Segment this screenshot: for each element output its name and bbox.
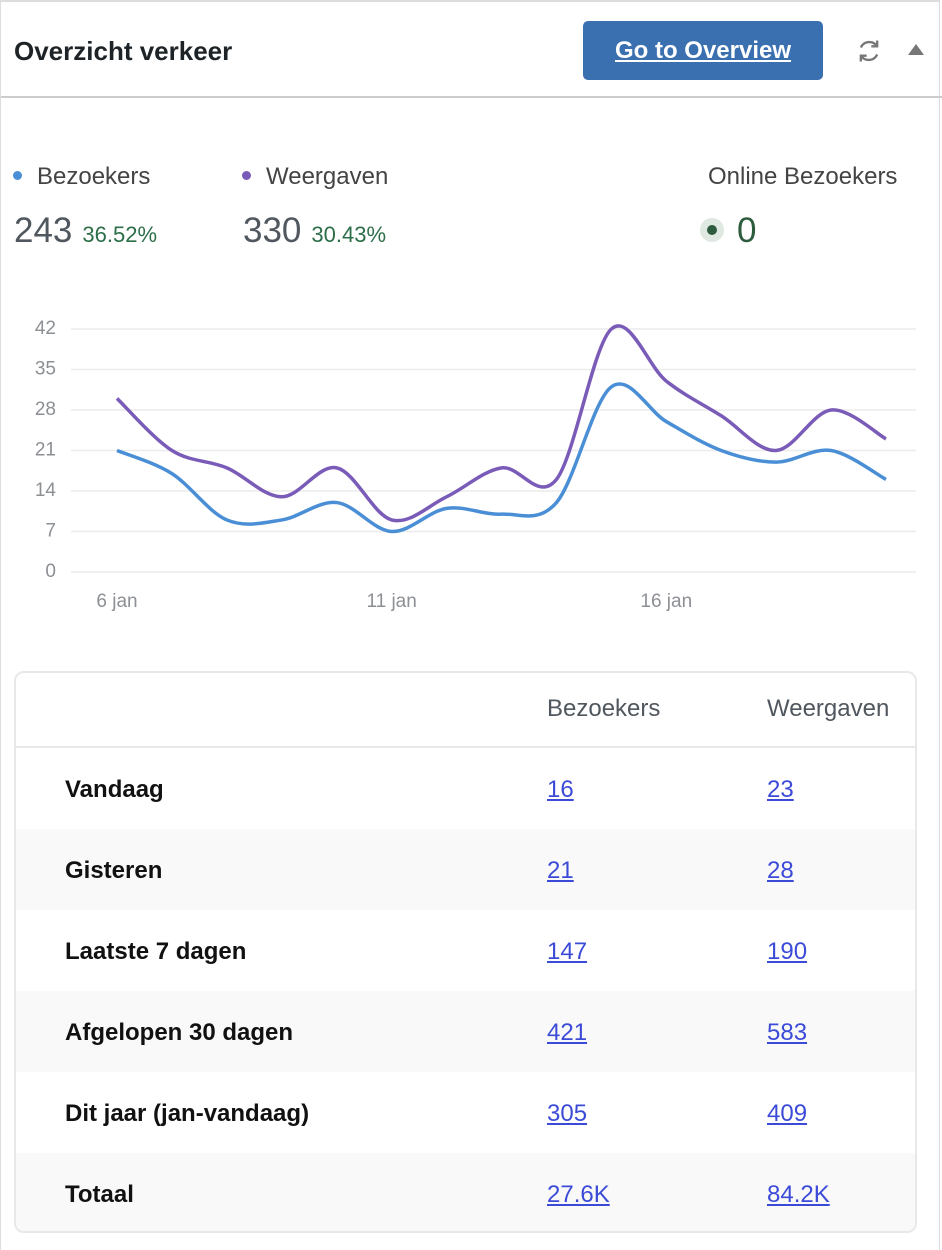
- column-header: Bezoekers: [547, 695, 661, 722]
- column-header: Weergaven: [767, 695, 890, 722]
- total: 330 30.43%: [243, 211, 386, 251]
- row-label: Afgelopen 30 dagen: [65, 1019, 294, 1046]
- legend-label: Weergaven: [266, 163, 389, 190]
- table-row: Dit jaar (jan-vandaag) 305 409: [16, 1072, 915, 1153]
- total-value: 330: [243, 211, 302, 250]
- stat-link[interactable]: 28: [767, 857, 794, 884]
- widget-title: Overzicht verkeer: [14, 36, 233, 66]
- change: 36.52%: [82, 222, 158, 247]
- widget-header: Overzicht verkeer Go to Overview: [1, 2, 942, 98]
- stat-link[interactable]: 190: [767, 938, 808, 965]
- y-tick-label: 28: [35, 399, 56, 420]
- collapse-icon[interactable]: [907, 42, 925, 56]
- legend-dot: [242, 171, 251, 181]
- row-label: Gisteren: [65, 857, 163, 884]
- refresh-icon[interactable]: [855, 37, 883, 65]
- series-line: [116, 382, 887, 534]
- total-value: 243: [14, 211, 73, 250]
- stat-link[interactable]: 84.2K: [767, 1181, 830, 1208]
- table-row: Afgelopen 30 dagen 421 583: [16, 991, 915, 1072]
- online-label: Online Bezoekers: [708, 163, 898, 190]
- table-row: Vandaag 16 23: [16, 748, 915, 829]
- stat-link[interactable]: 16: [547, 776, 574, 803]
- online-value: 0: [737, 211, 757, 250]
- overview-button[interactable]: Go to Overview: [583, 21, 823, 80]
- stat-link[interactable]: 147: [547, 938, 588, 965]
- table-row: Laatste 7 dagen 147 190: [16, 910, 915, 991]
- stat-link[interactable]: 23: [767, 776, 794, 803]
- row-label: Totaal: [65, 1181, 134, 1208]
- y-tick-label: 7: [45, 521, 56, 542]
- online-dot: [707, 224, 717, 235]
- x-tick-label: 6 jan: [96, 591, 137, 612]
- row-label: Dit jaar (jan-vandaag): [65, 1100, 310, 1127]
- legend-item: Weergaven: [242, 163, 388, 191]
- stat-link[interactable]: 27.6K: [547, 1181, 610, 1208]
- online: 0: [707, 211, 756, 251]
- legend-dot: [13, 171, 22, 181]
- chart: 0 7 14 21 28 35 42 6 jan 11 jan 16 jan: [35, 318, 916, 612]
- row-label: Vandaag: [65, 776, 164, 803]
- y-tick-label: 21: [35, 440, 56, 461]
- total: 243 36.52%: [14, 211, 157, 251]
- y-tick-label: 35: [35, 359, 56, 380]
- table-header: Bezoekers Weergaven: [16, 673, 915, 748]
- stats-table: Bezoekers Weergaven Vandaag 16 23 Gisteren 2…: [14, 671, 917, 1233]
- y-tick-label: 42: [35, 318, 56, 339]
- x-tick-label: 11 jan: [366, 591, 416, 612]
- table-row: Gisteren 21 28: [16, 829, 915, 910]
- stat-link[interactable]: 21: [547, 857, 574, 884]
- y-tick-label: 0: [45, 561, 56, 582]
- stat-link[interactable]: 421: [547, 1019, 588, 1046]
- series-line: [115, 324, 887, 523]
- legend-label: Bezoekers: [37, 163, 151, 190]
- row-label: Laatste 7 dagen: [65, 938, 247, 965]
- stat-link[interactable]: 409: [767, 1100, 808, 1127]
- x-tick-label: 16 jan: [640, 591, 692, 612]
- y-tick-label: 14: [35, 480, 57, 501]
- change: 30.43%: [311, 222, 387, 247]
- stat-link[interactable]: 583: [767, 1019, 808, 1046]
- table-row: Totaal 27.6K 84.2K: [16, 1153, 915, 1231]
- legend-item: Bezoekers: [13, 163, 150, 191]
- stat-link[interactable]: 305: [547, 1100, 588, 1127]
